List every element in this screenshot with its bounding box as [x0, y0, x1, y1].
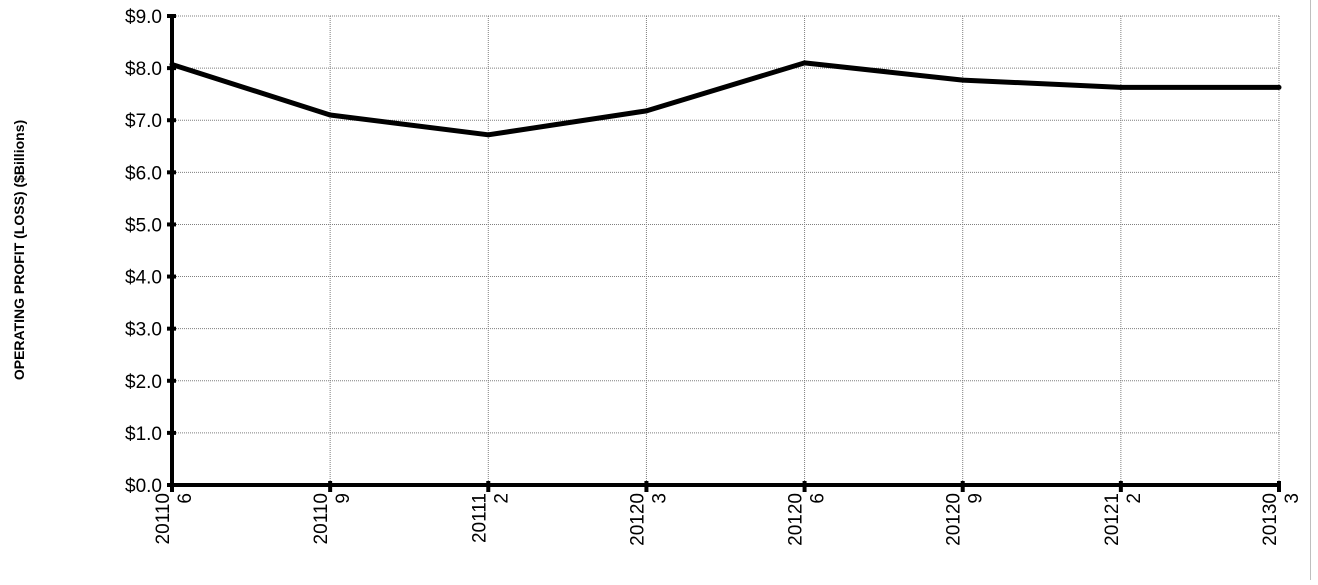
y-tick-label: $4.0	[125, 268, 162, 289]
axes	[167, 14, 1281, 492]
y-axis-label: OPERATING PROFIT (LOSS) ($Billions)	[11, 120, 27, 380]
x-tick-label: 201303	[1260, 493, 1303, 546]
x-tick-label: 201206	[786, 493, 829, 546]
y-tick-labels: $0.0 $1.0 $2.0 $3.0 $4.0 $5.0 $6.0 $7.0 $8.0 $9.0	[125, 7, 162, 497]
y-tick-label: $9.0	[125, 7, 162, 28]
y-tick-label: $1.0	[125, 424, 162, 445]
y-tick-label: $5.0	[125, 215, 162, 236]
series	[169, 60, 1282, 138]
x-tick-label: 201209	[944, 493, 987, 546]
y-tick-label: $3.0	[125, 320, 162, 341]
data-point	[327, 112, 333, 118]
y-tick-label: $7.0	[125, 111, 162, 132]
y-tick-label: $2.0	[125, 372, 162, 393]
data-point	[1276, 84, 1282, 90]
y-tick-label: $8.0	[125, 59, 162, 80]
x-tick-label: 201212	[1102, 493, 1145, 546]
x-tick-label: 201106	[153, 493, 196, 544]
y-tick-label: $0.0	[125, 476, 162, 497]
series-line	[171, 60, 1279, 138]
page-edge-divider	[1310, 0, 1311, 580]
data-point	[485, 132, 491, 138]
data-point	[1118, 84, 1124, 90]
x-tick-label: 201203	[627, 493, 670, 546]
x-tick-label: 201109	[311, 493, 354, 544]
grid-lines	[172, 15, 1280, 485]
data-point	[643, 108, 649, 114]
x-tick-labels: 201106 201109 201112 201203 201206 201209 2012…	[153, 493, 1303, 546]
data-point	[802, 60, 808, 66]
x-tick-label: 201112	[469, 493, 512, 543]
data-point	[169, 61, 175, 67]
data-point	[960, 77, 966, 83]
y-tick-label: $6.0	[125, 163, 162, 184]
